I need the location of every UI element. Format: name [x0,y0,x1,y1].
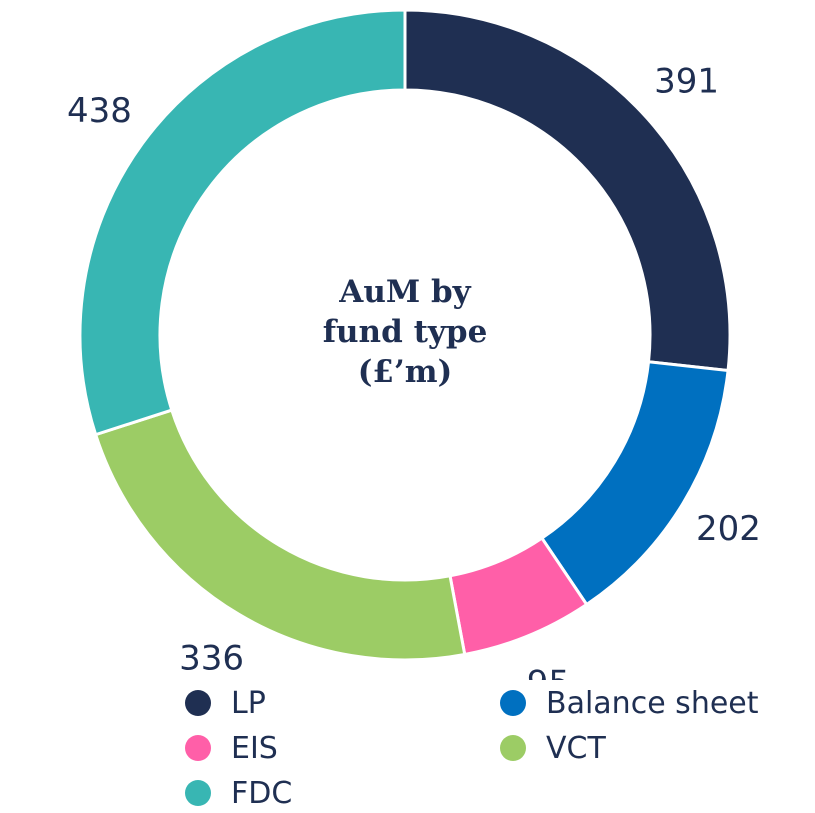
data-label: 391 [654,61,719,101]
legend-item: LP [185,683,500,723]
legend-label: LP [231,685,266,721]
legend-label: FDC [231,775,293,811]
legend-label: Balance sheet [546,685,759,721]
chart: 391 202 95 336 438 [67,8,761,680]
legend-label: VCT [546,730,606,766]
legend-swatch [185,780,211,806]
donut-segment [93,408,467,662]
legend-item: FDC [185,773,500,813]
donut-segment [539,360,730,607]
data-label: 202 [696,509,761,549]
legend-item: Balance sheet [500,683,805,723]
donut-segment [78,8,407,437]
data-label: 336 [179,638,244,678]
legend-swatch [500,690,526,716]
donut-segment [403,8,732,373]
legend-item: EIS [185,728,500,768]
legend-swatch [500,735,526,761]
data-label: 95 [527,663,570,680]
legend-swatch [185,735,211,761]
legend-label: EIS [231,730,278,766]
chart-title: AuM by fund type (£’m) [322,274,488,390]
legend-item: VCT [500,728,805,768]
data-label: 438 [67,91,132,131]
legend: LP Balance sheet EIS VCT FDC [185,683,805,813]
legend-swatch [185,690,211,716]
